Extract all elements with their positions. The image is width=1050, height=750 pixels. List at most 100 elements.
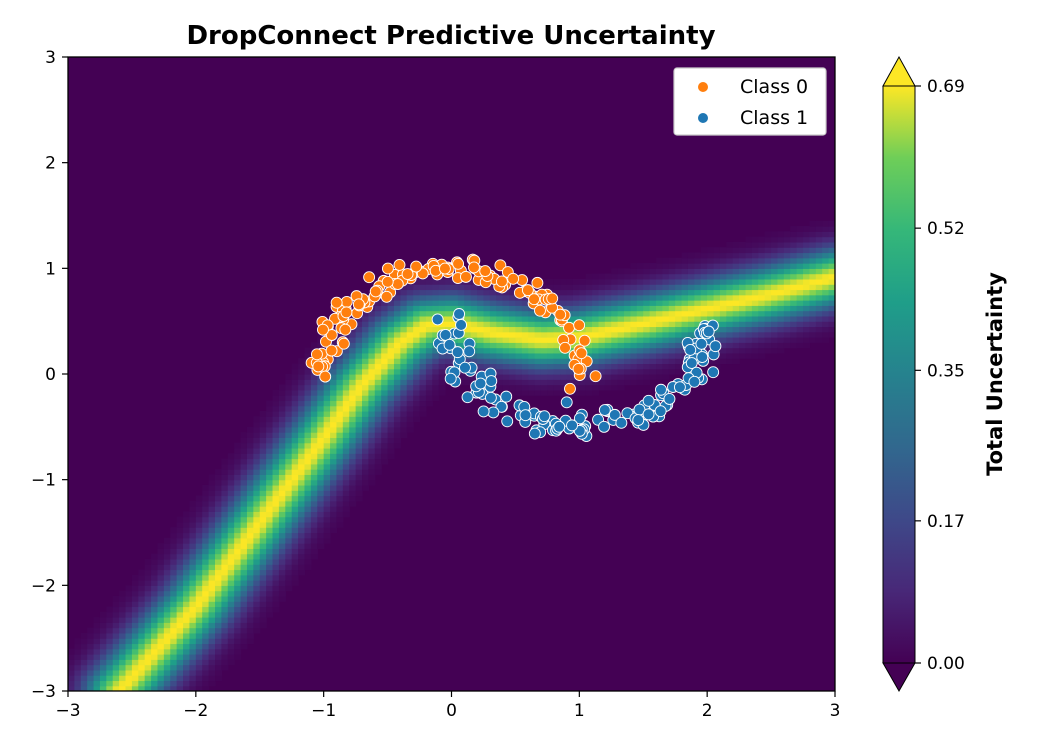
heatmap-cell (355, 410, 363, 417)
heatmap-cell (189, 500, 197, 507)
heatmap-cell (176, 558, 184, 565)
heatmap-cell (93, 659, 101, 666)
heatmap-cell (675, 368, 683, 375)
heatmap-cell (93, 643, 101, 650)
heatmap-cell (183, 537, 191, 544)
heatmap-cell (381, 342, 389, 349)
heatmap-cell (790, 236, 798, 243)
heatmap-cell (125, 611, 133, 618)
heatmap-cell (381, 395, 389, 402)
heatmap-cell (93, 664, 101, 671)
heatmap-cell (809, 231, 817, 238)
heatmap-cell (298, 426, 306, 433)
heatmap-cell (732, 252, 740, 259)
heatmap-cell (540, 331, 548, 338)
heatmap-cell (323, 442, 331, 449)
heatmap-cell (477, 331, 485, 338)
heatmap-cell (266, 432, 274, 438)
heatmap-cell (336, 368, 344, 375)
data-point (654, 405, 667, 418)
heatmap-cell (572, 305, 580, 312)
heatmap-cell (176, 574, 184, 581)
heatmap-cell (189, 558, 197, 565)
heatmap-cell (266, 521, 274, 528)
heatmap-cell (668, 310, 676, 317)
heatmap-cell (170, 685, 178, 691)
heatmap-cell (285, 395, 293, 402)
heatmap-cell (783, 305, 791, 312)
heatmap-cell (611, 310, 619, 317)
heatmap-cell (259, 432, 267, 438)
x-tick-label: −2 (183, 701, 208, 721)
heatmap-cell (195, 617, 203, 623)
heatmap-cell (585, 305, 593, 312)
series-class-0 (305, 253, 602, 395)
heatmap-cell (604, 363, 612, 370)
heatmap-cell (221, 495, 229, 502)
heatmap-cell (656, 321, 664, 328)
heatmap-cell (253, 437, 261, 444)
heatmap-cell (477, 300, 485, 306)
heatmap-cell (93, 654, 101, 660)
heatmap-cell (381, 453, 389, 460)
heatmap-cell (489, 358, 497, 365)
heatmap-cell (809, 268, 817, 275)
heatmap-cell (675, 294, 683, 301)
heatmap-cell (374, 331, 382, 338)
heatmap-cell (611, 294, 619, 301)
heatmap-cell (521, 389, 529, 396)
heatmap-cell (777, 268, 785, 275)
y-tick-label: −1 (31, 471, 56, 491)
heatmap-cell (183, 643, 191, 650)
heatmap-cell (342, 405, 350, 412)
heatmap-cell (822, 257, 830, 264)
heatmap-cell (726, 278, 734, 285)
heatmap-cell (349, 352, 357, 359)
heatmap-cell (285, 580, 293, 586)
heatmap-cell (221, 580, 229, 586)
heatmap-cell (131, 659, 139, 666)
heatmap-cell (106, 627, 114, 634)
heatmap-cell (592, 389, 600, 396)
heatmap-cell (330, 479, 338, 486)
heatmap-cell (726, 294, 734, 301)
heatmap-cell (809, 294, 817, 301)
heatmap-cell (138, 648, 146, 655)
heatmap-cell (234, 606, 242, 613)
heatmap-cell (291, 537, 299, 544)
heatmap-cell (221, 595, 229, 602)
heatmap-cell (796, 252, 804, 259)
heatmap-cell (240, 585, 248, 592)
data-point (632, 414, 645, 427)
data-point (495, 400, 508, 413)
heatmap-cell (342, 400, 350, 407)
heatmap-cell (764, 284, 772, 291)
heatmap-cell (419, 379, 427, 386)
heatmap-cell (521, 315, 529, 322)
heatmap-cell (777, 289, 785, 296)
heatmap-cell (540, 347, 548, 354)
data-point (340, 306, 353, 319)
heatmap-cell (783, 241, 791, 248)
heatmap-cell (547, 363, 555, 370)
heatmap-cell (393, 384, 401, 391)
heatmap-cell (783, 289, 791, 296)
heatmap-cell (195, 495, 203, 502)
heatmap-cell (131, 622, 139, 629)
data-point (381, 275, 394, 288)
heatmap-cell (809, 284, 817, 291)
heatmap-cell (195, 638, 203, 645)
heatmap-cell (119, 627, 127, 634)
heatmap-cell (374, 389, 382, 396)
heatmap-cell (406, 421, 414, 428)
heatmap-cell (790, 252, 798, 259)
heatmap-cell (745, 247, 753, 254)
heatmap-cell (355, 368, 363, 375)
heatmap-cell (215, 622, 222, 629)
heatmap-cell (451, 337, 459, 343)
heatmap-cell (732, 268, 740, 275)
heatmap-cell (99, 654, 107, 660)
heatmap-cell (579, 294, 587, 301)
heatmap-cell (272, 453, 280, 460)
